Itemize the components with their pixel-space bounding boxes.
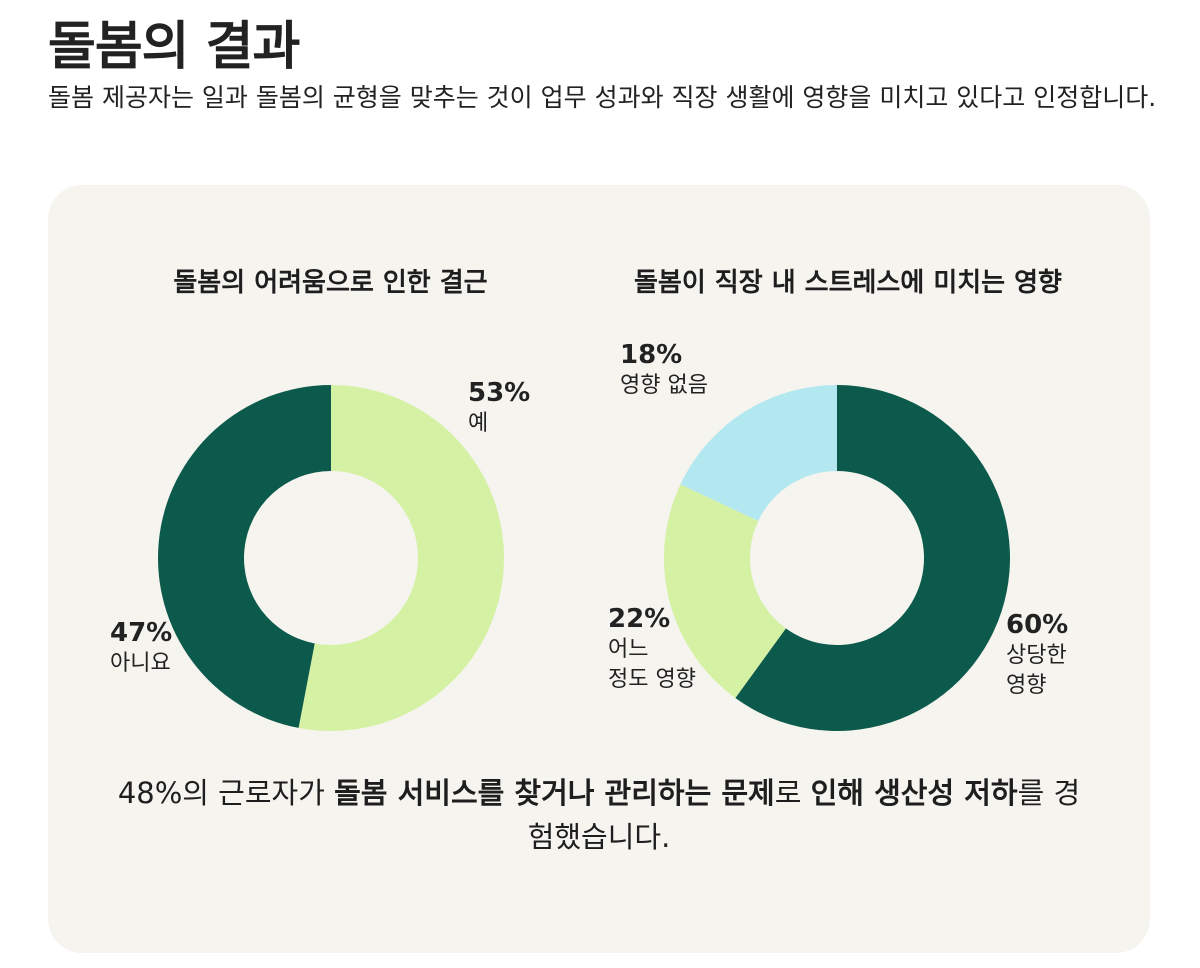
- chart-title-absence: 돌봄의 어려움으로 인한 결근: [173, 268, 488, 298]
- charts-panel: 돌봄의 어려움으로 인한 결근 돌봄이 직장 내 스트레스에 미치는 영향 53…: [48, 185, 1150, 953]
- footnote: 48%의 근로자가 돌봄 서비스를 찾거나 관리하는 문제로 인해 생산성 저하…: [108, 771, 1090, 859]
- slice-value: 47%: [110, 618, 173, 648]
- page-subtitle: 돌봄 제공자는 일과 돌봄의 균형을 맞추는 것이 업무 성과와 직장 생활에 …: [48, 83, 1157, 112]
- slice-name: 영향 없음: [620, 373, 708, 398]
- donut-slice-0: [298, 385, 504, 731]
- donut-chart-absence: [157, 385, 504, 731]
- slice-name: 상당한 영향: [1006, 643, 1067, 698]
- donut-slice-1: [664, 484, 786, 698]
- page-title: 돌봄의 결과: [48, 17, 300, 77]
- slice-name: 예: [468, 411, 489, 436]
- footnote-part: 48%의 근로자가: [117, 776, 335, 810]
- slice-name: 아니요: [110, 651, 171, 676]
- donut-slice-1: [157, 385, 331, 728]
- donut-chart-stress: [664, 385, 1010, 731]
- footnote-part: 인해 생산성 저하: [810, 776, 1018, 810]
- slice-value: 18%: [620, 340, 683, 370]
- slice-label-none: 18% 영향 없음: [620, 339, 708, 401]
- slice-label-no: 47% 아니요: [110, 617, 172, 679]
- slice-value: 53%: [468, 378, 531, 408]
- slice-label-yes: 53% 예: [468, 377, 530, 439]
- footnote-part: 를 경험했습니다.: [527, 776, 1081, 854]
- slice-value: 22%: [608, 604, 671, 634]
- footnote-part: 로: [774, 776, 811, 810]
- slice-value: 60%: [1006, 610, 1069, 640]
- slice-label-significant: 60% 상당한 영향: [1006, 609, 1068, 701]
- chart-title-stress: 돌봄이 직장 내 스트레스에 미치는 영향: [634, 268, 1062, 298]
- donut-slice-0: [735, 385, 1010, 731]
- footnote-part: 돌봄 서비스를 찾거나 관리하는 문제: [334, 776, 775, 810]
- slice-label-some: 22% 어느 정도 영향: [608, 603, 696, 695]
- donut-slice-2: [680, 385, 837, 521]
- slice-name: 어느 정도 영향: [608, 637, 696, 692]
